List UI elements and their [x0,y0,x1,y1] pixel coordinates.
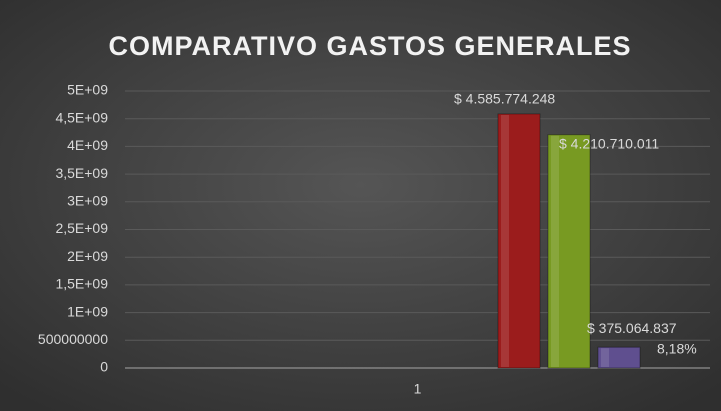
bar [547,134,591,369]
y-tick-label: 1E+09 [67,303,108,319]
y-tick-label: 4,5E+09 [55,109,108,125]
bar-highlight [601,348,609,367]
y-tick-label: 1,5E+09 [55,276,108,292]
bar [597,346,641,369]
chart-title: COMPARATIVO GASTOS GENERALES [108,31,631,61]
x-tick-label: 1 [414,381,422,397]
y-tick-label: 3,5E+09 [55,165,108,181]
data-label: $ 4.585.774.248 [454,91,555,107]
data-label: 8,18% [657,341,697,357]
data-label: $ 375.064.837 [587,320,677,336]
bar-highlight [501,114,509,367]
bar [497,113,541,369]
data-label: $ 4.210.710.011 [559,135,659,151]
y-tick-label: 2E+09 [67,248,108,264]
y-tick-label: 5E+09 [67,82,108,98]
y-tick-label: 3E+09 [67,193,108,209]
y-tick-label: 0 [100,359,108,375]
y-tick-label: 4E+09 [67,137,108,153]
y-tick-label: 2,5E+09 [55,220,108,236]
bar-highlight [551,135,559,367]
y-tick-label: 500000000 [38,331,108,347]
